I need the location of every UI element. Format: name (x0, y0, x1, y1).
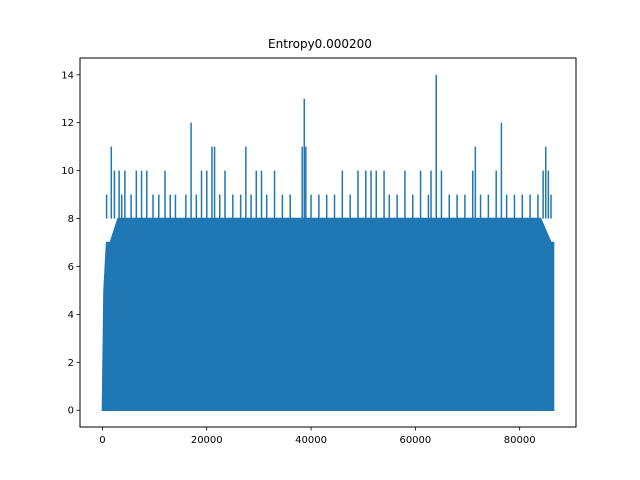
x-tick-label: 20000 (191, 435, 223, 446)
y-axis: 0 2 4 6 8 10 12 14 (61, 70, 80, 417)
y-tick-label: 0 (68, 406, 74, 417)
plot-area (101, 74, 555, 411)
entropy-series (101, 74, 555, 411)
x-tick-label: 60000 (399, 435, 431, 446)
y-tick-label: 6 (68, 262, 74, 273)
y-tick-label: 10 (61, 166, 74, 177)
y-tick-label: 2 (68, 358, 74, 369)
y-tick-label: 14 (61, 70, 74, 81)
series-envelope (101, 217, 555, 411)
x-tick-label: 0 (99, 435, 105, 446)
x-tick-label: 80000 (504, 435, 536, 446)
y-tick-label: 8 (68, 214, 74, 225)
x-axis: 0 20000 40000 60000 80000 (99, 427, 536, 446)
y-tick-label: 12 (61, 118, 74, 129)
chart-title: Entropy0.000200 (268, 37, 372, 51)
axes-frame (79, 57, 577, 428)
y-tick-label: 4 (68, 310, 74, 321)
x-tick-label: 40000 (295, 435, 327, 446)
